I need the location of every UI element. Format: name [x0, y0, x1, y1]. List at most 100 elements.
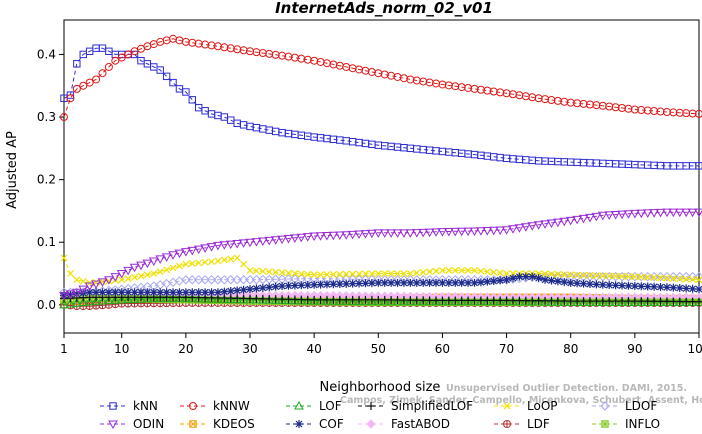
data-point [143, 288, 152, 297]
data-point [278, 282, 287, 291]
data-point [418, 296, 429, 306]
data-point [495, 226, 506, 235]
data-point [445, 266, 453, 274]
data-point [548, 270, 555, 278]
legend-marker [189, 402, 197, 410]
data-point [540, 297, 550, 306]
data-point [617, 271, 627, 282]
data-point [527, 296, 538, 306]
y-axis: 0.0 0.1 0.2 0.3 0.4 [37, 47, 64, 312]
data-point [155, 293, 166, 303]
data-point [695, 162, 702, 170]
data-point [104, 288, 113, 297]
data-point [240, 260, 248, 268]
legend-item-odin: ODIN [100, 417, 164, 431]
data-point [354, 230, 364, 239]
data-point [623, 210, 634, 219]
data-point [155, 280, 165, 290]
data-point [277, 235, 287, 245]
data-point [469, 227, 480, 236]
data-point [689, 276, 697, 283]
data-point [117, 53, 126, 62]
data-point [560, 97, 569, 106]
data-point [695, 276, 702, 284]
data-point [60, 291, 68, 300]
data-point [206, 275, 217, 285]
data-point [610, 211, 621, 220]
series-knnw [60, 34, 702, 122]
data-point [381, 270, 389, 277]
data-point [483, 277, 492, 286]
data-point [411, 296, 422, 306]
data-point [334, 231, 345, 240]
data-point [355, 279, 364, 288]
data-point [642, 209, 653, 218]
data-point [124, 50, 133, 59]
data-point [669, 283, 678, 292]
data-point [612, 272, 620, 280]
data-point [566, 98, 575, 107]
data-point [438, 278, 447, 287]
data-point [439, 266, 446, 274]
data-point [290, 281, 299, 290]
data-point [251, 238, 262, 247]
data-point [604, 211, 615, 220]
data-point [73, 60, 81, 68]
data-point [592, 101, 601, 110]
data-point [117, 288, 126, 297]
series-loop [60, 254, 702, 287]
data-point [111, 56, 120, 65]
data-point [687, 271, 698, 282]
data-point [246, 47, 255, 56]
data-point [71, 298, 82, 307]
data-point [656, 283, 665, 292]
data-point [540, 220, 550, 229]
data-point [636, 297, 647, 306]
data-point [565, 216, 576, 226]
data-point [296, 233, 307, 243]
data-point [264, 295, 275, 304]
legend-label: ODIN [133, 417, 164, 431]
data-point [426, 268, 434, 276]
data-point [232, 239, 243, 249]
data-point [341, 231, 352, 240]
data-point [258, 49, 267, 58]
data-point [252, 284, 261, 293]
data-point [650, 274, 658, 282]
data-point [104, 295, 114, 305]
data-point [169, 288, 178, 297]
data-point [60, 254, 68, 262]
data-point [73, 276, 81, 284]
data-point [674, 208, 685, 218]
legend-label: LoOP [527, 399, 558, 413]
data-point [316, 280, 325, 289]
data-point [251, 294, 262, 304]
data-point [277, 295, 287, 304]
data-point [688, 109, 697, 118]
data-point [585, 213, 595, 223]
data-point [336, 270, 344, 278]
data-point [220, 256, 228, 264]
data-point [361, 279, 370, 288]
data-point [232, 294, 243, 304]
data-point [201, 288, 210, 297]
data-point [559, 217, 570, 227]
data-point [675, 108, 684, 117]
data-point [386, 296, 396, 306]
legend-label: INFLO [625, 417, 660, 431]
data-point [118, 276, 126, 284]
data-point [412, 278, 421, 287]
data-point [85, 288, 94, 297]
data-point [399, 296, 409, 306]
data-point [502, 275, 511, 284]
data-point [695, 285, 702, 294]
data-point [560, 271, 568, 278]
data-point [174, 249, 185, 259]
data-point [161, 253, 172, 262]
data-point [489, 87, 498, 96]
data-point [649, 209, 659, 218]
data-point [643, 282, 652, 291]
data-point [560, 278, 569, 287]
data-point [271, 50, 280, 59]
y-tick-label: 0.4 [37, 47, 56, 61]
